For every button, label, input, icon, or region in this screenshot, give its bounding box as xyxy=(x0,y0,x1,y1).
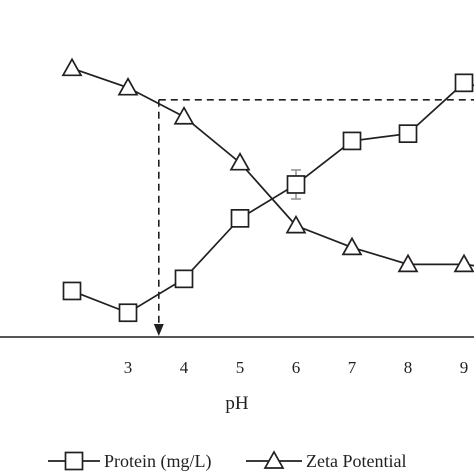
x-axis-title: pH xyxy=(225,393,249,414)
x-tick-label: 8 xyxy=(404,358,413,377)
series-protein xyxy=(62,73,474,323)
data-point xyxy=(117,76,139,96)
data-point xyxy=(453,253,474,273)
x-tick-label: 7 xyxy=(348,358,357,377)
data-point xyxy=(62,281,82,301)
legend-label: Zeta Potential xyxy=(306,451,406,471)
data-point xyxy=(229,151,251,171)
x-tick-label: 5 xyxy=(236,358,245,377)
data-point xyxy=(285,214,307,234)
legend-label: Protein (mg/L) xyxy=(104,451,211,472)
data-point xyxy=(342,131,362,151)
data-point xyxy=(341,236,363,256)
legend-marker xyxy=(263,450,285,469)
annotations xyxy=(153,98,474,336)
legend-item: Protein (mg/L) xyxy=(48,451,211,472)
data-point xyxy=(230,209,250,228)
data-point xyxy=(174,269,194,289)
x-tick-labels: 34567891011 xyxy=(124,358,469,377)
series-line xyxy=(71,81,474,314)
data-point xyxy=(286,175,306,194)
arrow-head xyxy=(153,324,164,336)
data-point xyxy=(398,124,418,144)
data-point xyxy=(397,253,419,273)
series-layer xyxy=(61,57,474,323)
data-point xyxy=(118,303,138,323)
series-zeta-potential xyxy=(61,57,474,273)
data-point xyxy=(61,57,83,77)
x-tick-label: 4 xyxy=(180,358,189,377)
x-tick-label: 6 xyxy=(292,358,301,377)
x-tick-label: 3 xyxy=(124,358,133,377)
legend: Protein (mg/L) Zeta Potential xyxy=(48,450,406,472)
series-line xyxy=(71,67,474,267)
data-point xyxy=(173,105,195,125)
data-point xyxy=(454,73,474,93)
x-tick-label: 9 xyxy=(460,358,469,377)
legend-marker xyxy=(64,451,84,471)
legend-item: Zeta Potential xyxy=(246,450,406,471)
